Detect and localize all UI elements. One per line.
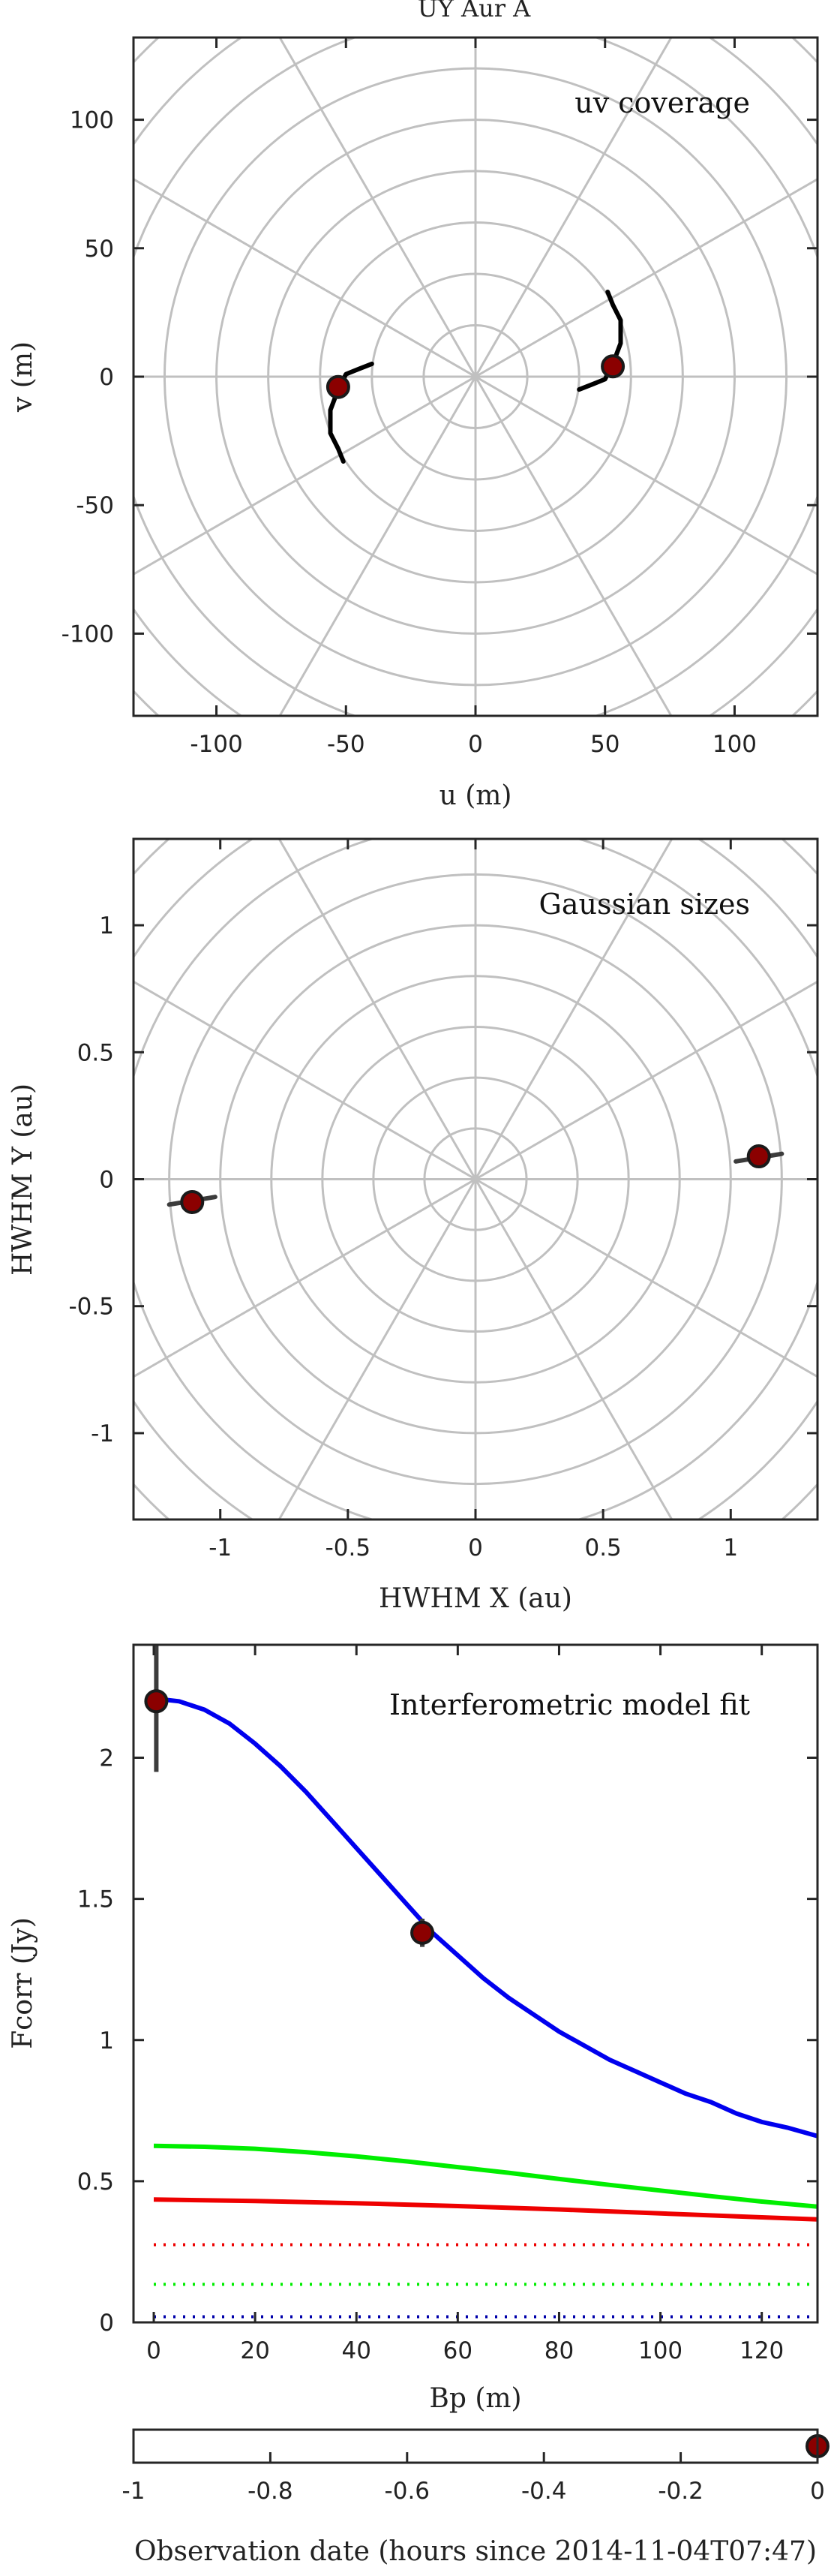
chart-marks — [326, 290, 626, 464]
y-axis-label: v (m) — [8, 341, 38, 413]
series-line — [153, 2143, 818, 2209]
y-tick-label: -1 — [91, 1420, 114, 1447]
y-tick-label: 0.5 — [77, 1039, 114, 1066]
x-tick-label: 120 — [740, 2337, 784, 2364]
panel-title: Gaussian sizes — [538, 888, 750, 921]
axis-ticks: -1 -0.8 -0.6 -0.4 -0.2 0 — [122, 2452, 825, 2505]
observation-date-axis: -1 -0.8 -0.6 -0.4 -0.2 0 Observation date (ho… — [122, 2428, 830, 2567]
x-tick-label: 100 — [638, 2337, 682, 2364]
x-tick-label: 0 — [146, 2337, 161, 2364]
uv-track — [577, 290, 623, 392]
y-tick-label: 1 — [99, 912, 114, 939]
grid-spoke — [134, 980, 818, 1378]
x-tick-label: 0.5 — [584, 1534, 621, 1562]
panel-title: Interferometric model fit — [389, 1688, 750, 1721]
x-tick-label: 1 — [723, 1534, 738, 1562]
x-tick-label: 60 — [443, 2337, 472, 2364]
y-tick-label: 0 — [99, 2310, 114, 2337]
x-tick-label: -0.2 — [658, 2478, 704, 2505]
polar-grid — [134, 38, 818, 716]
x-tick-label: 0 — [810, 2478, 825, 2505]
series-line — [153, 1696, 818, 2139]
x-tick-label: -0.8 — [248, 2478, 293, 2505]
y-tick-label: 50 — [85, 236, 114, 263]
y-tick-label: -0.5 — [69, 1294, 115, 1321]
axis-ticks: 0 20 40 60 80 100 120 0 0.5 1 1.5 2 — [77, 1645, 818, 2364]
grid-spoke — [278, 38, 673, 716]
x-tick-label: 0 — [468, 731, 483, 758]
y-tick-label: 100 — [70, 107, 114, 134]
x-tick-label: 80 — [544, 2337, 574, 2364]
grid-spoke — [278, 38, 673, 716]
axes-frame — [132, 2428, 819, 2464]
y-tick-label: -100 — [62, 621, 114, 648]
y-tick-label: 1 — [99, 2027, 114, 2054]
x-axis-label: Observation date (hours since 2014-11-04… — [134, 2536, 817, 2567]
data-point — [180, 1189, 205, 1214]
x-axis-label: u (m) — [440, 780, 512, 811]
data-point — [601, 354, 626, 379]
x-tick-label: -0.4 — [521, 2478, 567, 2505]
x-tick-label: 100 — [712, 731, 757, 758]
axis-ticks: -1 -0.5 0 0.5 1 -1 -0.5 0 0.5 1 — [69, 839, 818, 1562]
axis-ticks: -100 -50 0 50 100 -100 -50 0 50 100 — [62, 38, 818, 758]
uv-coverage-chart: -100 -50 0 50 100 -100 -50 0 50 100 uv coverage u… — [8, 36, 819, 811]
data-point — [410, 1920, 435, 1945]
y-tick-label: 1.5 — [77, 1886, 114, 1913]
interferometric-fit-chart: 0 20 40 60 80 100 120 0 0.5 1 1.5 2 Interferometric… — [8, 1643, 819, 2414]
data-point — [326, 374, 350, 399]
data-point — [746, 1144, 771, 1169]
gaussian-sizes-chart: -1 -0.5 0 0.5 1 -1 -0.5 0 0.5 1 Gaussian sizes HW… — [8, 837, 819, 1614]
uv-track — [328, 361, 374, 464]
y-axis-label: Fcorr (Jy) — [8, 1917, 38, 2049]
y-axis-label: HWHM Y (au) — [8, 1084, 38, 1276]
x-axis-label: Bp (m) — [429, 2383, 521, 2414]
data-point — [144, 1689, 169, 1714]
y-tick-label: 0 — [99, 364, 114, 391]
polar-grid — [134, 839, 818, 1519]
x-tick-label: -100 — [190, 731, 242, 758]
x-tick-label: -0.6 — [385, 2478, 430, 2505]
y-tick-label: 2 — [99, 1745, 114, 1772]
panel-title: uv coverage — [574, 86, 750, 119]
x-tick-label: -50 — [327, 731, 365, 758]
x-tick-label: 0 — [468, 1534, 483, 1562]
y-tick-label: 0 — [99, 1167, 114, 1194]
axes-frame — [132, 1643, 819, 2324]
grid-spoke — [134, 177, 818, 576]
x-tick-label: 50 — [590, 731, 620, 758]
chart-marks — [144, 1645, 818, 2319]
x-tick-label: 40 — [342, 2337, 371, 2364]
x-axis-label: HWHM X (au) — [379, 1583, 572, 1614]
series-line — [153, 2197, 818, 2222]
x-tick-label: -1 — [208, 1534, 232, 1562]
y-tick-label: -50 — [76, 492, 114, 519]
chart-marks — [166, 1144, 784, 1214]
x-tick-label: -1 — [122, 2478, 146, 2505]
x-tick-label: -0.5 — [326, 1534, 371, 1562]
figure-title: UY Aur A — [418, 0, 531, 23]
x-tick-label: 20 — [240, 2337, 269, 2364]
y-tick-label: 0.5 — [77, 2169, 114, 2196]
